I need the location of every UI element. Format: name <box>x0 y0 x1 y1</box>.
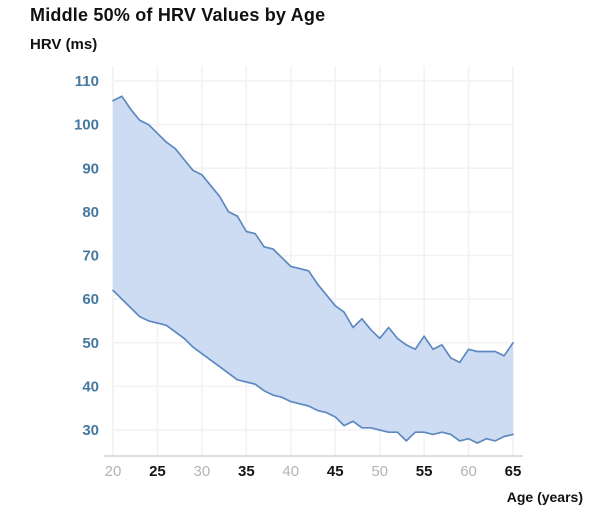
x-tick-label: 60 <box>460 463 477 480</box>
y-tick-label: 70 <box>82 248 99 265</box>
lower-percentile-line <box>112 289 514 444</box>
x-tick-label: 25 <box>149 463 166 480</box>
y-tick-label: 90 <box>82 160 99 177</box>
y-tick-label: 80 <box>82 204 99 221</box>
x-tick-label: 40 <box>282 463 299 480</box>
y-tick-label: 110 <box>75 73 99 90</box>
y-axis-title: HRV (ms) <box>30 36 98 53</box>
upper-percentile-line <box>112 95 514 364</box>
iqr-band <box>113 96 513 444</box>
x-tick-label: 50 <box>371 463 388 480</box>
y-tick-label: 60 <box>82 291 99 308</box>
x-tick-label: 35 <box>238 463 255 480</box>
x-tick-label: 45 <box>327 463 344 480</box>
y-tick-label: 40 <box>82 378 99 395</box>
y-tick-label: 30 <box>82 422 99 439</box>
x-tick-label: 55 <box>416 463 433 480</box>
x-tick-label: 20 <box>105 463 122 480</box>
y-tick-label: 100 <box>74 117 99 134</box>
x-tick-label: 30 <box>194 463 211 480</box>
x-tick-label: 65 <box>505 463 522 480</box>
chart-title: Middle 50% of HRV Values by Age <box>30 5 326 25</box>
y-tick-label: 50 <box>82 335 99 352</box>
x-axis-title: Age (years) <box>506 489 583 505</box>
